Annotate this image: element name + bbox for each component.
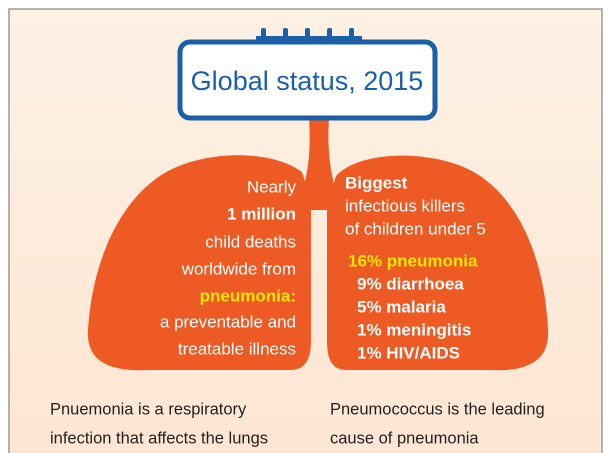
caption: cause of pneumonia xyxy=(330,429,479,447)
caption: infection that affects the lungs xyxy=(50,429,268,447)
killer-item: 1% meningitis xyxy=(357,320,471,339)
killer-item: 1% HIV/AIDS xyxy=(357,343,460,362)
left-highlight: pneumonia: xyxy=(200,286,296,305)
trachea xyxy=(296,118,342,210)
left-text: treatable illness xyxy=(178,339,296,358)
left-text: Nearly xyxy=(247,177,297,196)
left-text: 1 million xyxy=(227,204,296,223)
right-text: infectious killers xyxy=(345,196,465,215)
title-box xyxy=(177,39,438,121)
right-lung xyxy=(327,155,549,371)
right-text: of children under 5 xyxy=(345,219,486,238)
killer-item: 16% pneumonia xyxy=(348,251,478,270)
killer-item: 9% diarrhoea xyxy=(357,274,464,293)
killer-item: 5% malaria xyxy=(357,297,446,316)
right-heading: Biggest xyxy=(345,173,408,192)
title: Global status, 2015 xyxy=(191,66,424,96)
caption: Pnuemonia is a respiratory xyxy=(50,400,247,418)
left-text: a preventable and xyxy=(160,312,296,331)
left-text: worldwide from xyxy=(181,259,296,278)
left-lung xyxy=(87,155,312,371)
left-text: child deaths xyxy=(205,232,296,251)
caption: Pneumococcus is the leading xyxy=(330,400,545,418)
